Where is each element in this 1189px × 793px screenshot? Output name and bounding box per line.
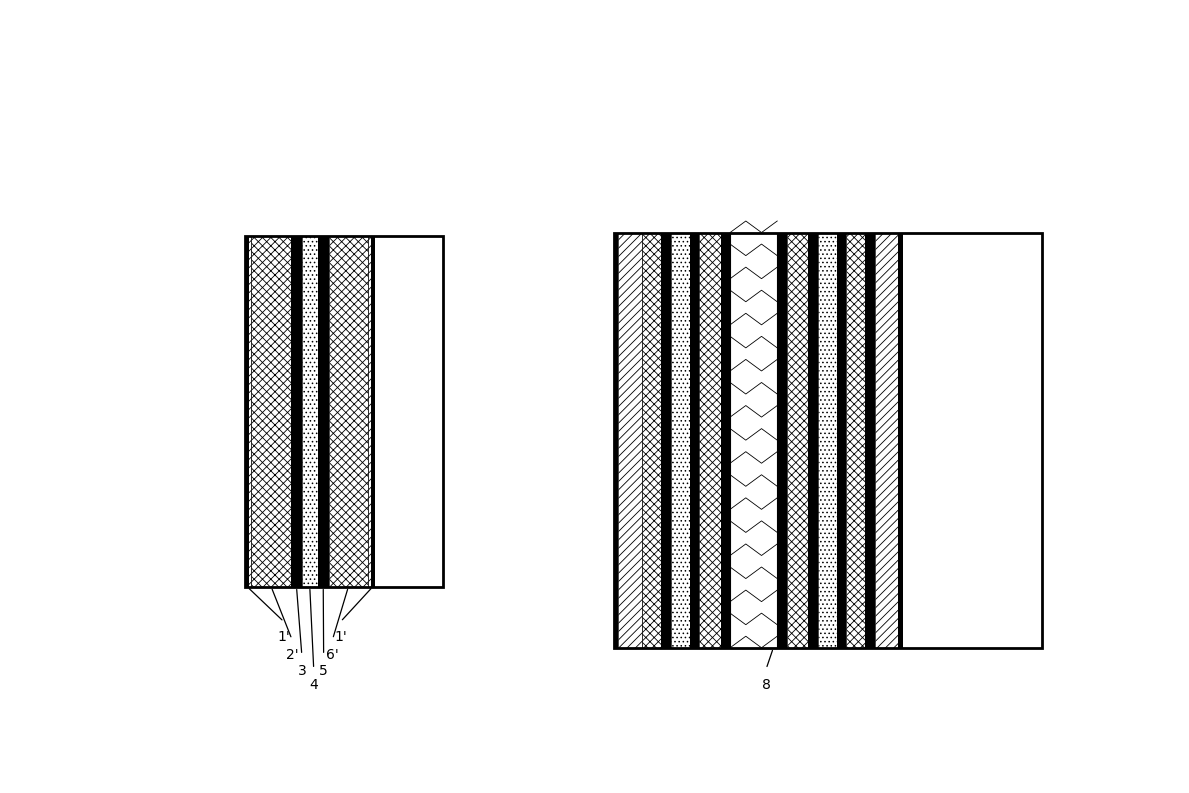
Bar bbox=[847, 232, 866, 648]
Bar bbox=[866, 232, 875, 648]
Bar bbox=[809, 232, 818, 648]
Text: 2': 2' bbox=[285, 648, 298, 662]
Bar bbox=[251, 236, 291, 587]
Bar bbox=[614, 232, 1043, 648]
Bar bbox=[787, 232, 809, 648]
Bar bbox=[875, 232, 899, 648]
Bar bbox=[690, 232, 699, 648]
Bar bbox=[245, 236, 443, 587]
Bar bbox=[618, 232, 642, 648]
Text: 5: 5 bbox=[320, 664, 328, 678]
Bar bbox=[328, 236, 369, 587]
Bar bbox=[371, 236, 375, 587]
Bar bbox=[818, 232, 837, 648]
Bar bbox=[778, 232, 787, 648]
Text: 6': 6' bbox=[326, 648, 339, 662]
Bar bbox=[302, 236, 317, 587]
Bar bbox=[291, 236, 302, 587]
Text: 4: 4 bbox=[309, 678, 319, 691]
Bar bbox=[721, 232, 730, 648]
Bar bbox=[245, 236, 251, 587]
Bar bbox=[642, 232, 661, 648]
Text: 3: 3 bbox=[297, 664, 307, 678]
Bar bbox=[730, 232, 778, 648]
Bar bbox=[369, 236, 375, 587]
Text: 8: 8 bbox=[762, 678, 770, 692]
Bar bbox=[699, 232, 721, 648]
Bar bbox=[614, 232, 1043, 648]
Bar bbox=[671, 232, 690, 648]
Bar bbox=[899, 232, 902, 648]
Bar bbox=[317, 236, 328, 587]
Bar bbox=[661, 232, 671, 648]
Bar bbox=[245, 236, 443, 587]
Bar bbox=[614, 232, 618, 648]
Text: 1': 1' bbox=[334, 630, 347, 645]
Bar bbox=[837, 232, 847, 648]
Bar bbox=[730, 232, 778, 648]
Text: 1': 1' bbox=[278, 630, 290, 645]
Bar bbox=[245, 236, 249, 587]
